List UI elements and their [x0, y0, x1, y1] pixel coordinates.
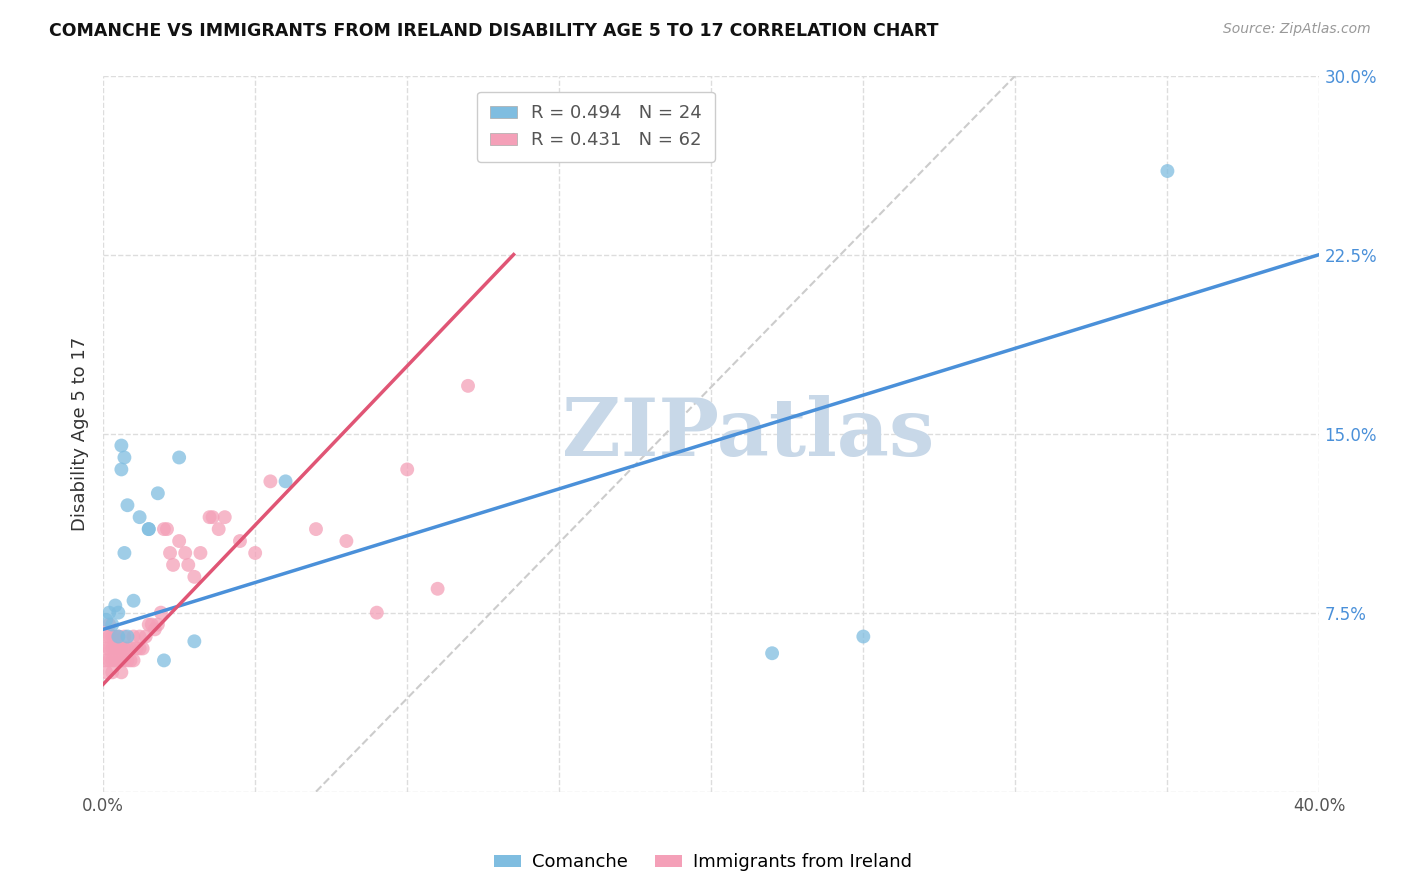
Point: [110, 438, 132, 452]
Point: [259, 475, 281, 489]
Point: [229, 534, 252, 549]
Point: [117, 641, 139, 656]
Point: [112, 630, 135, 644]
Point: [101, 653, 124, 667]
Point: [243, 546, 266, 560]
Point: [101, 641, 124, 656]
Point: [177, 558, 200, 572]
Point: [305, 522, 328, 536]
Text: ZIPatlas: ZIPatlas: [561, 394, 934, 473]
Point: [761, 646, 783, 660]
Point: [335, 534, 357, 549]
Point: [110, 665, 132, 680]
Point: [98, 606, 121, 620]
Point: [122, 630, 145, 644]
Point: [396, 462, 419, 476]
Point: [125, 641, 148, 656]
Point: [167, 450, 190, 465]
Point: [1156, 164, 1178, 178]
Point: [135, 630, 157, 644]
Point: [122, 653, 145, 667]
Point: [117, 630, 139, 644]
Point: [110, 653, 132, 667]
Legend: Comanche, Immigrants from Ireland: Comanche, Immigrants from Ireland: [486, 847, 920, 879]
Point: [104, 630, 127, 644]
Point: [426, 582, 449, 596]
Point: [138, 522, 160, 536]
Point: [107, 641, 129, 656]
Point: [198, 510, 221, 524]
Point: [107, 606, 129, 620]
Point: [98, 653, 121, 667]
Point: [131, 641, 153, 656]
Point: [107, 630, 129, 644]
Point: [138, 522, 160, 536]
Point: [96, 653, 118, 667]
Point: [852, 630, 875, 644]
Y-axis label: Disability Age 5 to 17: Disability Age 5 to 17: [72, 336, 89, 531]
Point: [174, 546, 197, 560]
Point: [112, 653, 135, 667]
Point: [141, 617, 163, 632]
Point: [120, 653, 142, 667]
Point: [98, 617, 121, 632]
Point: [208, 522, 231, 536]
Point: [274, 475, 297, 489]
Point: [128, 641, 150, 656]
Point: [128, 630, 150, 644]
Point: [112, 450, 135, 465]
Point: [98, 630, 121, 644]
Point: [159, 546, 181, 560]
Point: [153, 653, 176, 667]
Point: [162, 558, 184, 572]
Point: [117, 498, 139, 512]
Text: Source: ZipAtlas.com: Source: ZipAtlas.com: [1223, 22, 1371, 37]
Point: [101, 630, 124, 644]
Point: [96, 630, 118, 644]
Point: [138, 617, 160, 632]
Legend: R = 0.494   N = 24, R = 0.431   N = 62: R = 0.494 N = 24, R = 0.431 N = 62: [477, 92, 714, 162]
Point: [98, 641, 121, 656]
Point: [96, 641, 118, 656]
Point: [167, 534, 190, 549]
Point: [201, 510, 224, 524]
Point: [104, 653, 127, 667]
Point: [96, 613, 118, 627]
Point: [146, 617, 169, 632]
Point: [96, 665, 118, 680]
Point: [366, 606, 388, 620]
Point: [112, 641, 135, 656]
Point: [143, 623, 166, 637]
Text: COMANCHE VS IMMIGRANTS FROM IRELAND DISABILITY AGE 5 TO 17 CORRELATION CHART: COMANCHE VS IMMIGRANTS FROM IRELAND DISA…: [49, 22, 939, 40]
Point: [104, 641, 127, 656]
Point: [101, 617, 124, 632]
Point: [149, 606, 172, 620]
Point: [457, 379, 479, 393]
Point: [110, 641, 132, 656]
Point: [183, 634, 205, 648]
Point: [183, 570, 205, 584]
Point: [122, 593, 145, 607]
Point: [101, 665, 124, 680]
Point: [214, 510, 236, 524]
Point: [146, 486, 169, 500]
Point: [117, 653, 139, 667]
Point: [128, 510, 150, 524]
Point: [107, 630, 129, 644]
Point: [153, 522, 176, 536]
Point: [190, 546, 212, 560]
Point: [110, 462, 132, 476]
Point: [112, 546, 135, 560]
Point: [120, 641, 142, 656]
Point: [107, 653, 129, 667]
Point: [104, 599, 127, 613]
Point: [156, 522, 179, 536]
